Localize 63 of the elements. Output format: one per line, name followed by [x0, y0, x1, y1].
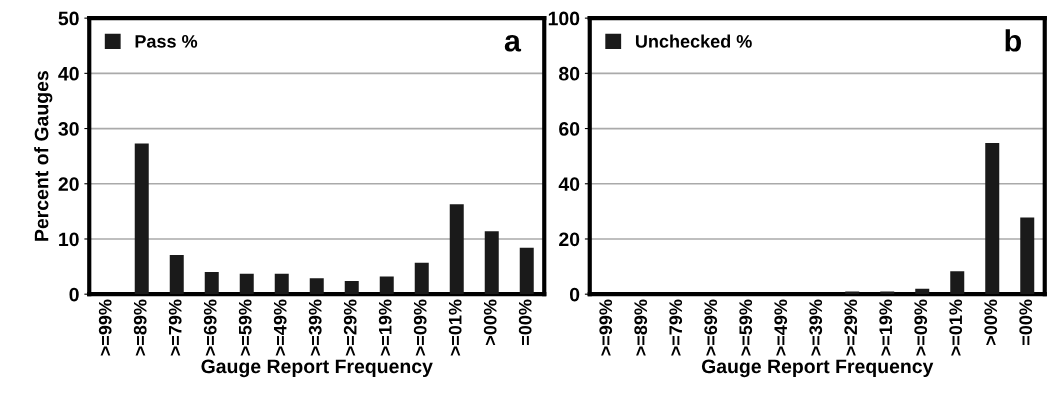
y-tick-label: 0 [569, 287, 580, 302]
x-tick-label: >=19% [879, 299, 893, 356]
x-tick-label: >=69% [704, 299, 718, 356]
annotation: a [504, 34, 522, 52]
bar [169, 254, 184, 295]
annotation: b [1005, 29, 1021, 52]
x-tick-label: >=01% [448, 299, 462, 356]
bar [845, 291, 860, 295]
y-tick-label: 20 [58, 177, 79, 191]
y-axis-title: Percent of Gauges [34, 71, 53, 241]
y-tick-label: 40 [58, 66, 79, 81]
y-tick-label: 10 [59, 232, 79, 247]
x-tick-label: >=49% [273, 299, 287, 356]
bar [344, 280, 359, 295]
x-tick-label: =00% [518, 299, 532, 345]
x-axis-title: Gauge Report Frequency [201, 359, 433, 378]
x-tick-label: >=09% [413, 299, 427, 356]
x-tick-label: >=59% [739, 299, 753, 356]
bar [449, 204, 464, 295]
x-tick-label: >=39% [809, 299, 823, 356]
y-tick-label: 40 [558, 177, 580, 191]
y-tick-label: 20 [559, 232, 580, 247]
x-tick-label: >=99% [599, 299, 613, 356]
bar [880, 291, 895, 295]
x-tick-label: >00% [483, 299, 497, 345]
bar [950, 271, 965, 295]
x-axis-title: Gauge Report Frequency [701, 359, 934, 378]
x-tick-label: >=89% [133, 299, 147, 356]
bar [239, 273, 254, 295]
y-tick-label: 80 [559, 66, 580, 81]
bar [519, 247, 534, 295]
y-tick-label: 30 [58, 122, 79, 136]
x-tick-label: >=79% [669, 299, 683, 356]
x-tick-label: >=49% [774, 299, 788, 356]
bar [985, 142, 1000, 295]
x-tick-label: >=69% [203, 299, 217, 356]
bar [1020, 217, 1035, 295]
bar [484, 231, 499, 295]
bar [915, 288, 930, 295]
x-tick-label: >=01% [949, 299, 963, 356]
bar [134, 143, 149, 295]
x-tick-label: >=79% [168, 299, 182, 356]
bar [379, 276, 394, 295]
bar [204, 272, 219, 295]
bar [309, 278, 324, 295]
y-tick-label: 0 [69, 287, 79, 302]
legend-label: Unchecked % [635, 34, 752, 48]
x-tick-label: >=29% [844, 299, 858, 356]
x-tick-label: >=29% [343, 299, 357, 356]
y-tick-label: 100 [548, 11, 580, 26]
x-tick-label: >=39% [308, 299, 322, 356]
x-tick-label: =00% [1019, 299, 1033, 345]
bar [414, 262, 429, 295]
legend-label: Pass % [135, 35, 198, 48]
x-tick-label: >=89% [634, 299, 648, 356]
x-tick-label: >=09% [914, 299, 928, 356]
x-tick-label: >=59% [238, 299, 252, 356]
x-tick-label: >00% [984, 299, 998, 345]
x-tick-label: >=99% [98, 299, 112, 356]
y-tick-label: 50 [58, 11, 79, 26]
x-tick-label: >=19% [378, 299, 392, 356]
y-tick-label: 60 [559, 122, 580, 136]
bar [274, 273, 289, 295]
